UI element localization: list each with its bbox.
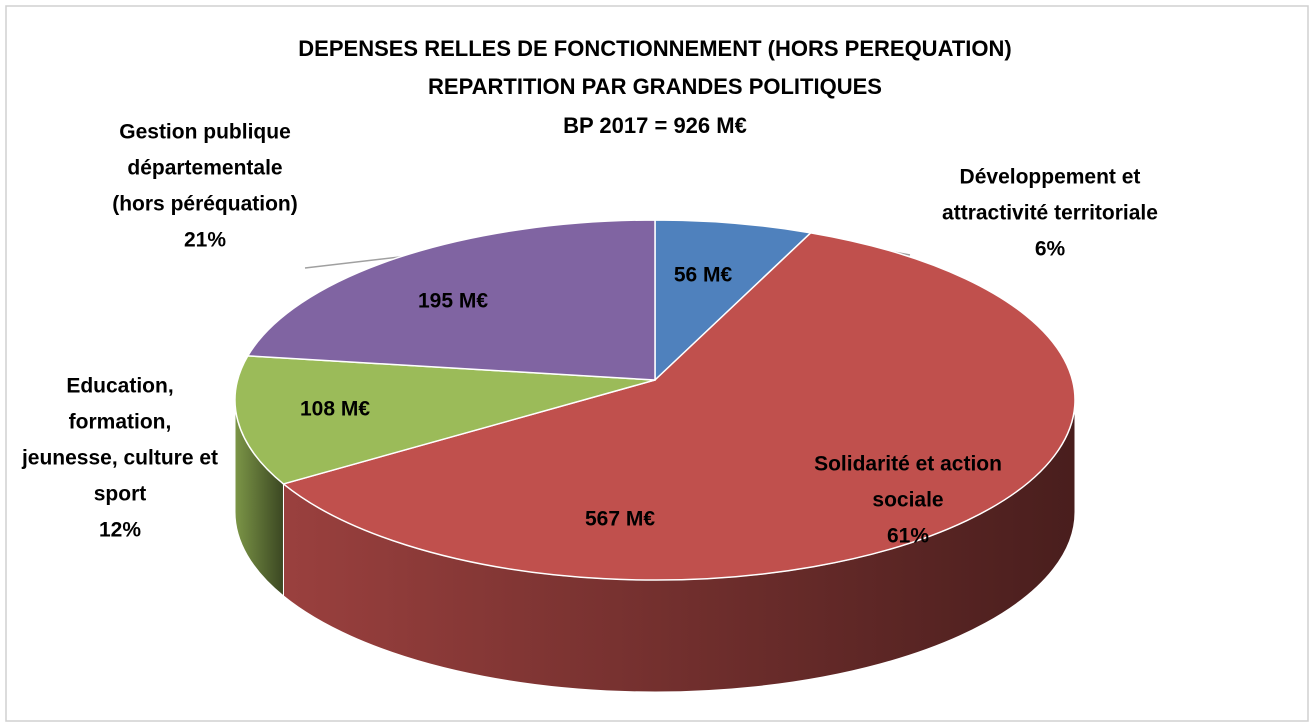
slice bbox=[281, 232, 1076, 581]
share-label: 21% bbox=[184, 229, 226, 252]
chart-title: REPARTITION PAR GRANDES POLITIQUES bbox=[428, 74, 882, 99]
slice bbox=[234, 355, 656, 485]
category-label: formation, bbox=[69, 411, 172, 434]
category-label: Education, bbox=[66, 375, 173, 398]
data-label: 195 M€ bbox=[418, 290, 488, 313]
data-label: 56 M€ bbox=[674, 264, 733, 287]
share-label: 6% bbox=[1035, 238, 1066, 261]
category-label: Solidarité et action bbox=[814, 453, 1002, 476]
category-label: Gestion publique bbox=[119, 121, 291, 144]
chart-title: DEPENSES RELLES DE FONCTIONNEMENT (HORS … bbox=[298, 36, 1011, 61]
data-label: 567 M€ bbox=[585, 508, 655, 531]
data-label: 108 M€ bbox=[300, 398, 370, 421]
category-label: sociale bbox=[872, 489, 943, 512]
category-label: jeunesse, culture et bbox=[21, 447, 218, 470]
category-label: attractivité territoriale bbox=[942, 202, 1158, 225]
category-label: départementale bbox=[127, 157, 282, 180]
slice bbox=[246, 219, 656, 381]
share-label: 61% bbox=[887, 525, 929, 548]
slice bbox=[654, 219, 813, 382]
category-label: sport bbox=[94, 483, 147, 506]
category-label: Développement et bbox=[960, 166, 1141, 189]
chart-title: BP 2017 = 926 M€ bbox=[563, 113, 747, 138]
share-label: 12% bbox=[99, 519, 141, 542]
category-label: (hors péréquation) bbox=[112, 193, 298, 216]
